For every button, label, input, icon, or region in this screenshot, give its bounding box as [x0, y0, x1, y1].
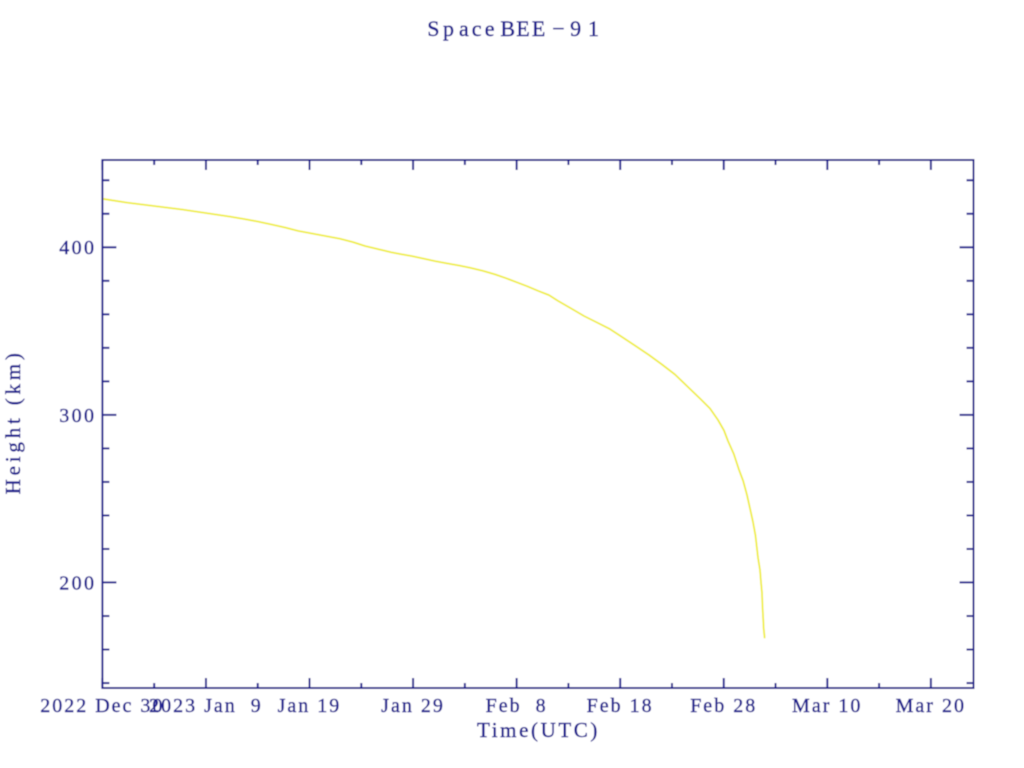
svg-text:Mar 20: Mar 20 [896, 695, 966, 717]
svg-text:Mar 10: Mar 10 [792, 695, 862, 717]
svg-text:Jan 29: Jan 29 [381, 695, 445, 717]
svg-text:300: 300 [59, 405, 96, 427]
svg-text:Feb 8: Feb 8 [486, 695, 548, 717]
svg-text:SpaceBEE−91: SpaceBEE−91 [427, 16, 599, 41]
svg-text:Time(UTC): Time(UTC) [477, 718, 600, 742]
svg-text:Feb 18: Feb 18 [587, 695, 654, 717]
svg-text:2023 Jan 9: 2023 Jan 9 [149, 695, 263, 717]
svg-text:2022 Dec 30: 2022 Dec 30 [40, 695, 164, 717]
svg-text:Feb 28: Feb 28 [690, 695, 757, 717]
svg-text:400: 400 [59, 237, 96, 259]
svg-text:200: 200 [59, 572, 96, 594]
svg-text:Height (km): Height (km) [1, 349, 25, 494]
svg-text:Jan 19: Jan 19 [278, 695, 342, 717]
